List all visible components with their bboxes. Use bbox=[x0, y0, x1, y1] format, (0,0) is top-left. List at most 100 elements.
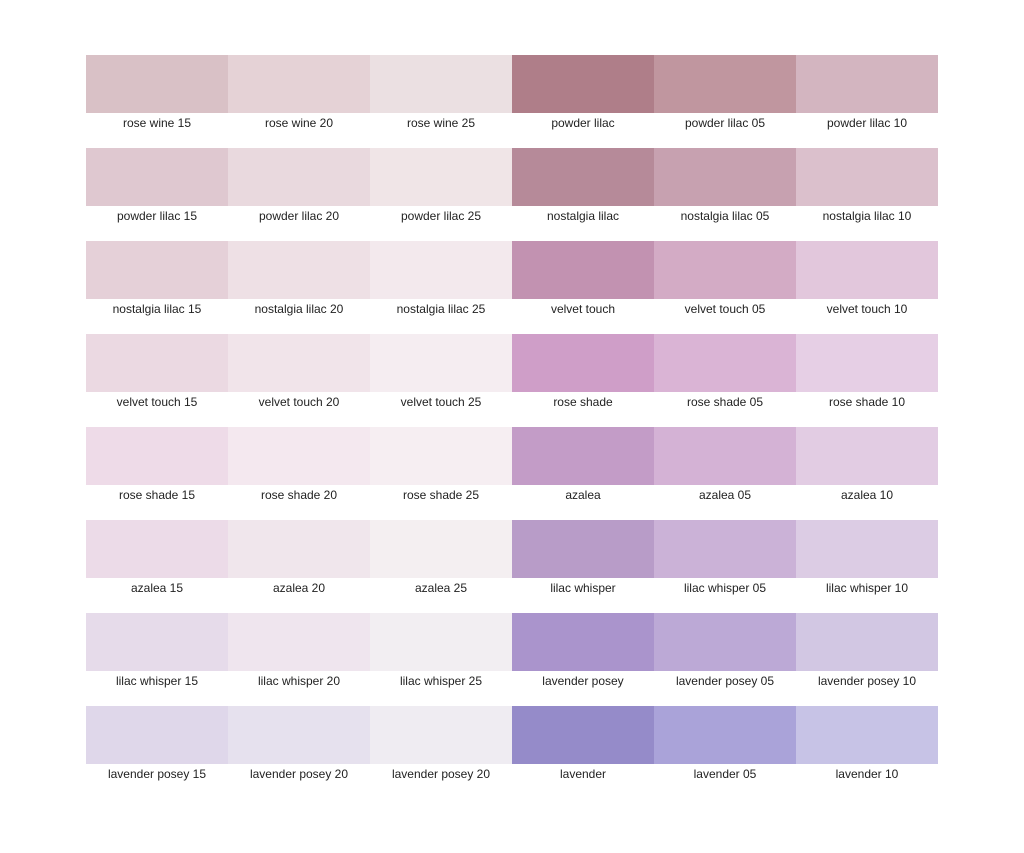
swatch-label: nostalgia lilac 20 bbox=[254, 302, 344, 316]
swatch-label: lilac whisper 15 bbox=[115, 674, 199, 688]
color-swatch bbox=[512, 55, 654, 113]
swatch-card: lilac whisper 05 bbox=[654, 520, 796, 613]
swatch-card: lilac whisper bbox=[512, 520, 654, 613]
palette-row: lavender posey 15 lavender posey 20 lave… bbox=[86, 706, 938, 799]
swatch-label: nostalgia lilac 25 bbox=[396, 302, 486, 316]
palette-row: rose shade 15 rose shade 20 rose shade 2… bbox=[86, 427, 938, 520]
color-swatch bbox=[654, 706, 796, 764]
swatch-label: rose wine 15 bbox=[122, 116, 192, 130]
swatch-card: powder lilac 15 bbox=[86, 148, 228, 241]
swatch-card: lavender posey 15 bbox=[86, 706, 228, 799]
color-swatch bbox=[796, 520, 938, 578]
swatch-label: azalea 10 bbox=[840, 488, 894, 502]
swatch-card: lavender posey 20 bbox=[370, 706, 512, 799]
palette-row: lilac whisper 15 lilac whisper 20 lilac … bbox=[86, 613, 938, 706]
palette-row: powder lilac 15 powder lilac 20 powder l… bbox=[86, 148, 938, 241]
swatch-card: rose shade 15 bbox=[86, 427, 228, 520]
swatch-label: rose shade 25 bbox=[402, 488, 480, 502]
color-swatch bbox=[796, 706, 938, 764]
swatch-card: nostalgia lilac 20 bbox=[228, 241, 370, 334]
swatch-card: powder lilac 25 bbox=[370, 148, 512, 241]
swatch-card: velvet touch bbox=[512, 241, 654, 334]
color-swatch bbox=[86, 427, 228, 485]
color-swatch bbox=[86, 241, 228, 299]
color-swatch bbox=[370, 334, 512, 392]
swatch-label: lilac whisper 25 bbox=[399, 674, 483, 688]
swatch-card: lavender bbox=[512, 706, 654, 799]
swatch-card: azalea 20 bbox=[228, 520, 370, 613]
palette-row: nostalgia lilac 15 nostalgia lilac 20 no… bbox=[86, 241, 938, 334]
swatch-label: lavender posey 20 bbox=[249, 767, 349, 781]
color-swatch bbox=[512, 241, 654, 299]
swatch-label: lilac whisper 20 bbox=[257, 674, 341, 688]
swatch-card: rose wine 15 bbox=[86, 55, 228, 148]
color-swatch bbox=[512, 613, 654, 671]
swatch-card: azalea 05 bbox=[654, 427, 796, 520]
color-swatch bbox=[654, 55, 796, 113]
color-swatch bbox=[796, 148, 938, 206]
color-swatch bbox=[86, 520, 228, 578]
swatch-label: azalea 25 bbox=[414, 581, 468, 595]
swatch-label: rose shade 05 bbox=[686, 395, 764, 409]
color-swatch bbox=[370, 706, 512, 764]
color-swatch bbox=[370, 55, 512, 113]
swatch-label: nostalgia lilac bbox=[546, 209, 620, 223]
swatch-card: nostalgia lilac 15 bbox=[86, 241, 228, 334]
swatch-card: nostalgia lilac 10 bbox=[796, 148, 938, 241]
swatch-card: rose shade 20 bbox=[228, 427, 370, 520]
swatch-label: rose wine 25 bbox=[406, 116, 476, 130]
color-swatch bbox=[228, 613, 370, 671]
swatch-label: azalea bbox=[565, 488, 601, 502]
swatch-label: lilac whisper 05 bbox=[683, 581, 767, 595]
color-swatch bbox=[796, 613, 938, 671]
swatch-label: velvet touch 20 bbox=[258, 395, 340, 409]
color-swatch bbox=[370, 241, 512, 299]
color-swatch bbox=[370, 520, 512, 578]
swatch-label: velvet touch bbox=[550, 302, 616, 316]
swatch-card: azalea bbox=[512, 427, 654, 520]
color-swatch bbox=[370, 427, 512, 485]
swatch-label: lavender posey 20 bbox=[391, 767, 491, 781]
color-swatch bbox=[796, 241, 938, 299]
swatch-label: powder lilac 15 bbox=[116, 209, 198, 223]
color-swatch bbox=[86, 613, 228, 671]
swatch-card: nostalgia lilac bbox=[512, 148, 654, 241]
swatch-card: rose shade 25 bbox=[370, 427, 512, 520]
swatch-card: velvet touch 20 bbox=[228, 334, 370, 427]
color-swatch bbox=[228, 520, 370, 578]
color-swatch bbox=[512, 148, 654, 206]
swatch-label: velvet touch 05 bbox=[684, 302, 766, 316]
swatch-label: velvet touch 15 bbox=[116, 395, 198, 409]
swatch-label: lilac whisper bbox=[550, 581, 616, 595]
swatch-card: nostalgia lilac 05 bbox=[654, 148, 796, 241]
swatch-card: powder lilac 20 bbox=[228, 148, 370, 241]
swatch-label: azalea 15 bbox=[130, 581, 184, 595]
swatch-card: powder lilac 10 bbox=[796, 55, 938, 148]
swatch-label: lavender bbox=[559, 767, 607, 781]
swatch-card: rose wine 20 bbox=[228, 55, 370, 148]
swatch-card: azalea 10 bbox=[796, 427, 938, 520]
swatch-label: lavender posey bbox=[542, 674, 624, 688]
swatch-card: lavender posey 05 bbox=[654, 613, 796, 706]
swatch-card: lavender posey bbox=[512, 613, 654, 706]
swatch-card: velvet touch 05 bbox=[654, 241, 796, 334]
swatch-card: nostalgia lilac 25 bbox=[370, 241, 512, 334]
swatch-card: lavender posey 10 bbox=[796, 613, 938, 706]
swatch-card: powder lilac 05 bbox=[654, 55, 796, 148]
color-swatch bbox=[654, 613, 796, 671]
swatch-card: lilac whisper 10 bbox=[796, 520, 938, 613]
swatch-card: lilac whisper 25 bbox=[370, 613, 512, 706]
swatch-label: rose shade bbox=[553, 395, 613, 409]
color-swatch bbox=[228, 427, 370, 485]
swatch-label: nostalgia lilac 05 bbox=[680, 209, 770, 223]
swatch-label: powder lilac bbox=[551, 116, 615, 130]
swatch-label: nostalgia lilac 10 bbox=[822, 209, 912, 223]
swatch-card: velvet touch 25 bbox=[370, 334, 512, 427]
color-swatch bbox=[228, 55, 370, 113]
color-swatch bbox=[228, 706, 370, 764]
swatch-label: lavender posey 10 bbox=[817, 674, 917, 688]
swatch-label: nostalgia lilac 15 bbox=[112, 302, 202, 316]
color-swatch bbox=[796, 334, 938, 392]
swatch-label: azalea 20 bbox=[272, 581, 326, 595]
swatch-card: lilac whisper 20 bbox=[228, 613, 370, 706]
